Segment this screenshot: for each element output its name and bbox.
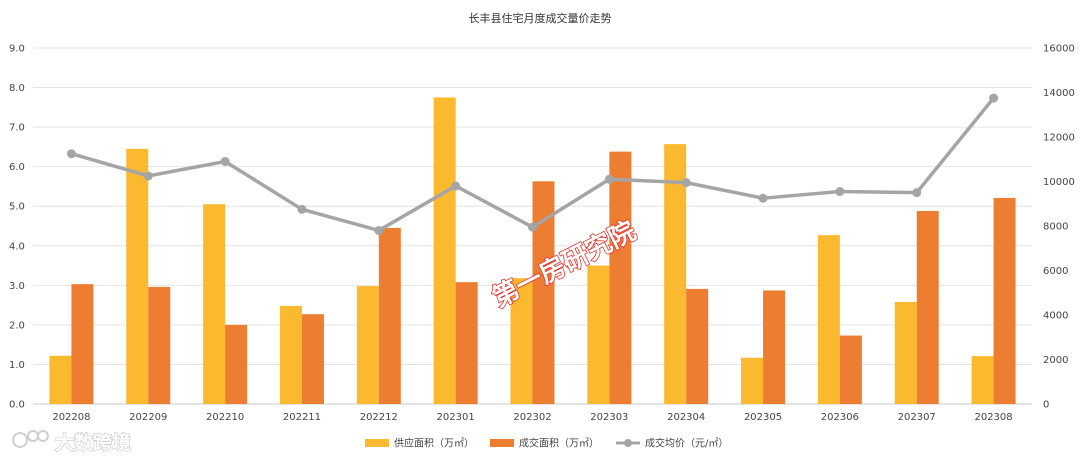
price-point-202305: [758, 193, 768, 203]
bar-transaction-202307: [916, 210, 939, 404]
bar-supply-202307: [894, 301, 917, 404]
price-point-202211: [297, 204, 307, 214]
y-right-tick-label: 8000: [1043, 222, 1068, 233]
bar-supply-202301: [433, 97, 456, 404]
price-point-202301: [451, 181, 461, 191]
y-left-tick-label: 2.0: [9, 320, 25, 331]
price-point-202306: [835, 187, 845, 197]
bar-supply-202303: [587, 265, 610, 404]
y-left-tick-label: 6.0: [9, 162, 25, 173]
y-left-tick-label: 5.0: [9, 202, 25, 213]
y-right-tick-label: 4000: [1043, 311, 1068, 322]
price-line: [66, 93, 999, 235]
price-point-202210: [220, 156, 230, 166]
x-tick-label: 202302: [513, 412, 551, 423]
x-tick-label: 202306: [821, 412, 859, 423]
bar-transaction-202209: [148, 286, 171, 404]
logo-icon: [12, 430, 49, 448]
logo: 大数跨境: [12, 430, 132, 455]
legend-label-1: 成交面积（万㎡）: [519, 437, 599, 450]
y-right-tick-label: 2000: [1043, 355, 1068, 366]
y-right-tick-label: 10000: [1043, 177, 1075, 188]
y-right-tick-label: 16000: [1043, 44, 1075, 55]
bar-transaction-202211: [301, 314, 324, 404]
x-tick-label: 202303: [590, 412, 628, 423]
price-point-202303: [604, 174, 614, 184]
price-point-202209: [143, 171, 153, 181]
bar-supply-202308: [971, 356, 994, 404]
price-point-202212: [374, 225, 384, 235]
y-left-tick-label: 1.0: [9, 360, 25, 371]
x-tick-label: 202209: [129, 412, 167, 423]
bar-transaction-202305: [763, 290, 786, 404]
bar-transaction-202212: [378, 227, 401, 404]
bar-supply-202208: [49, 355, 72, 404]
x-tick-label: 202307: [898, 412, 936, 423]
bar-supply-202305: [741, 357, 764, 404]
y-right-tick-label: 14000: [1043, 88, 1075, 99]
y-left-tick-label: 7.0: [9, 123, 25, 134]
y-axis-left: 0.0 1.0 2.0 3.0 4.0 5.0 6.0 7.0 8.0 9.0: [9, 44, 25, 411]
price-point-202307: [912, 188, 922, 198]
bar-supply-202209: [126, 148, 149, 404]
price-point-202304: [681, 178, 691, 188]
price-point-202308: [989, 93, 999, 103]
bar-supply-202304: [664, 144, 687, 404]
y-right-tick-label: 12000: [1043, 133, 1075, 144]
y-left-tick-label: 3.0: [9, 281, 25, 292]
bar-supply-202210: [203, 204, 226, 404]
bar-transaction-202301: [455, 282, 478, 404]
x-tick-label: 202308: [974, 412, 1012, 423]
y-left-tick-label: 9.0: [9, 44, 25, 55]
x-tick-label: 202305: [744, 412, 782, 423]
bar-transaction-202302: [532, 181, 555, 404]
legend: 供应面积（万㎡） 成交面积（万㎡） 成交均价（元/㎡）: [365, 437, 728, 450]
legend-label-0: 供应面积（万㎡）: [394, 437, 474, 450]
y-left-tick-label: 4.0: [9, 241, 25, 252]
price-point-202208: [66, 149, 76, 159]
bar-transaction-202303: [609, 151, 632, 404]
y-left-tick-label: 0.0: [9, 400, 25, 411]
y-left-tick-label: 8.0: [9, 83, 25, 94]
y-right-tick-label: 0: [1043, 400, 1049, 411]
price-point-202302: [528, 222, 537, 232]
bar-transaction-202304: [686, 288, 709, 404]
bar-transaction-202306: [839, 335, 862, 404]
bars: [49, 97, 1016, 404]
legend-label-2: 成交均价（元/㎡）: [645, 437, 728, 450]
x-tick-label: 202208: [52, 412, 90, 423]
legend-swatch-0: [365, 439, 389, 447]
bar-transaction-202208: [71, 284, 94, 404]
legend-swatch-marker: [624, 439, 632, 447]
logo-text: 大数跨境: [55, 431, 131, 454]
bar-transaction-202308: [993, 197, 1016, 404]
legend-swatch-1: [490, 439, 514, 447]
bar-supply-202212: [356, 286, 379, 404]
chart-title: 长丰县住宅月度成交量价走势: [469, 11, 612, 25]
x-tick-label: 202210: [206, 412, 244, 423]
bar-supply-202306: [817, 235, 840, 404]
x-tick-label: 202304: [667, 412, 705, 423]
bar-transaction-202210: [225, 324, 248, 404]
bar-supply-202211: [279, 305, 302, 404]
x-tick-label: 202211: [283, 412, 321, 423]
bar-supply-202302: [510, 278, 533, 404]
y-right-tick-label: 6000: [1043, 266, 1068, 277]
x-axis: 202208 202209 202210 202211 202212 202301 2023…: [52, 412, 1012, 423]
x-tick-label: 202212: [360, 412, 398, 423]
x-tick-label: 202301: [437, 412, 475, 423]
y-axis-right: 0 2000 4000 6000 8000 10000 12000 14000 16000: [1043, 44, 1075, 411]
